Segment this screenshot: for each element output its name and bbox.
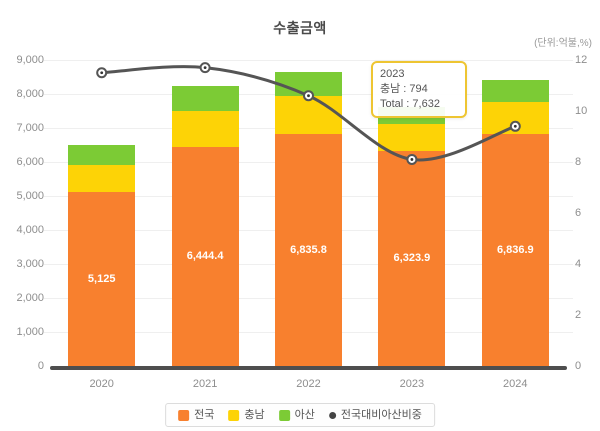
bar-segment-전국[interactable] — [171, 146, 239, 366]
bar-segment-충남[interactable] — [171, 111, 239, 147]
right-axis-tick: 2 — [575, 309, 582, 321]
unit-label: (단위:억불,%) — [534, 38, 592, 49]
x-axis-label: 2021 — [192, 378, 218, 390]
bar-value-label: 6,444.4 — [186, 250, 224, 263]
legend-swatch-icon — [178, 409, 190, 421]
chart-title: 수출금액 — [273, 20, 327, 36]
ratio-line-point[interactable] — [199, 62, 211, 74]
x-axis-label: 2020 — [89, 378, 114, 390]
ratio-line-point[interactable] — [96, 67, 108, 79]
right-axis-tick: 10 — [575, 105, 588, 117]
legend-label: 아산 — [294, 409, 315, 421]
x-axis-line — [50, 366, 567, 370]
tooltip-total-value: Total : 7,632 — [380, 98, 440, 110]
bar-value-label: 6,323.9 — [393, 252, 431, 265]
legend-swatch-icon — [228, 409, 240, 421]
x-axis-label: 2024 — [503, 378, 528, 390]
bar-segment-충남[interactable] — [378, 123, 446, 151]
x-axis-label: 2023 — [399, 378, 425, 390]
right-axis-tick: 6 — [575, 207, 582, 219]
legend-item-line[interactable]: 전국대비아산비중 — [328, 409, 422, 421]
bar-segment-아산[interactable] — [171, 85, 239, 112]
bar-segment-전국[interactable] — [68, 191, 136, 366]
legend-label: 전국 — [194, 409, 215, 421]
left-axis-tick: 6,000 — [16, 156, 44, 168]
legend-item[interactable]: 전국 — [178, 409, 214, 421]
legend-item[interactable]: 아산 — [278, 409, 315, 421]
bar-segment-전국[interactable] — [378, 150, 446, 366]
left-axis-tick: 4,000 — [16, 224, 44, 236]
legend-label: 충남 — [244, 409, 265, 421]
x-axis-label: 2022 — [296, 378, 321, 390]
ratio-line-point-center — [100, 71, 104, 75]
tooltip: 2023 충남 : 794 Total : 7,632 — [371, 61, 467, 118]
left-axis-tick: 9,000 — [16, 54, 44, 66]
legend-swatch-icon — [278, 409, 290, 421]
legend: 전국 충남 아산 전국대비아산비중 — [165, 403, 435, 427]
ratio-line-point-center — [203, 66, 207, 70]
legend-dot-icon — [328, 411, 336, 419]
right-axis-tick: 0 — [575, 360, 582, 372]
bar-segment-충남[interactable] — [68, 165, 136, 192]
bar-segment-충남[interactable] — [275, 95, 342, 134]
left-axis-tick: 7,000 — [16, 122, 44, 134]
legend-item[interactable]: 충남 — [228, 409, 265, 421]
tooltip-chungnam-value: 충남 : 794 — [380, 83, 428, 95]
left-axis-tick: 1,000 — [16, 326, 44, 338]
right-axis-tick: 12 — [575, 54, 588, 66]
bar-segment-아산[interactable] — [481, 79, 549, 102]
tooltip-year: 2023 — [380, 68, 405, 80]
legend-label: 전국대비아산비중 — [340, 409, 422, 421]
right-axis-tick: 8 — [575, 156, 582, 168]
bar-value-label: 6,835.8 — [290, 243, 327, 256]
left-axis-tick: 2,000 — [16, 292, 44, 304]
bar-segment-전국[interactable] — [275, 133, 342, 366]
left-axis-tick: 3,000 — [16, 258, 44, 270]
right-axis-tick: 4 — [575, 258, 582, 270]
bar-segment-아산[interactable] — [275, 71, 342, 96]
left-axis-tick: 0 — [37, 360, 44, 372]
bar-value-label: 6,836.9 — [496, 243, 534, 256]
bar-segment-아산[interactable] — [68, 145, 136, 166]
gridline — [44, 60, 573, 61]
bar-value-label: 5,125 — [87, 272, 116, 285]
left-axis-tick: 8,000 — [16, 88, 44, 100]
bar-segment-전국[interactable] — [481, 133, 549, 366]
left-axis-tick: 5,000 — [16, 190, 44, 202]
bar-segment-충남[interactable] — [481, 101, 549, 134]
